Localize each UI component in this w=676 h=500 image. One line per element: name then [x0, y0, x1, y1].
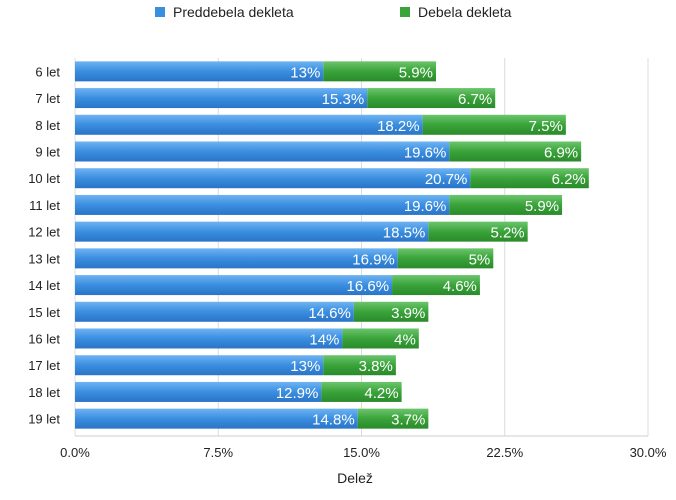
data-label: 6.7%	[458, 91, 492, 108]
x-tick-label: 22.5%	[486, 445, 523, 460]
bar-segment	[357, 408, 429, 429]
data-label: 19.6%	[404, 198, 447, 215]
y-axis: 6 let 7 let 8 let 9 let 10 let 11 let 12 let 13…	[28, 64, 60, 426]
bar-segment	[428, 221, 528, 242]
y-tick-label: 10 let	[28, 171, 60, 186]
y-tick-label: 11 let	[29, 198, 60, 213]
data-label: 14.8%	[312, 412, 355, 429]
data-label: 6.2%	[552, 171, 586, 188]
data-label: 13%	[290, 358, 320, 375]
bar-segment	[75, 248, 398, 269]
bar-segment	[75, 221, 429, 242]
bar-segment	[75, 61, 324, 82]
bar-segment	[75, 301, 354, 322]
y-tick-label: 18 let	[28, 385, 60, 400]
bar-segment	[392, 275, 480, 296]
data-label: 20.7%	[425, 171, 468, 188]
bar-segment	[321, 381, 402, 402]
bar-segment	[470, 168, 589, 189]
bar-segment	[367, 88, 496, 109]
bar-segment	[323, 355, 396, 376]
grid	[74, 58, 649, 436]
legend-swatch	[400, 7, 410, 17]
x-tick-label: 7.5%	[203, 445, 233, 460]
bar-segment	[353, 301, 429, 322]
bar-segment	[75, 275, 393, 296]
x-tick-label: 0.0%	[60, 445, 90, 460]
data-label: 14.6%	[308, 305, 351, 322]
legend: Preddebela dekleta Debela dekleta	[155, 4, 512, 20]
bar-segment	[75, 328, 343, 349]
data-label: 3.8%	[359, 358, 393, 375]
data-label: 5.9%	[525, 198, 559, 215]
y-tick-label: 7 let	[35, 91, 60, 106]
data-label: 7.5%	[529, 118, 563, 135]
bar-segment	[397, 248, 494, 269]
x-tick-label: 30.0%	[630, 445, 667, 460]
bar-segment	[342, 328, 419, 349]
y-tick-label: 17 let	[28, 358, 60, 373]
data-label: 6.9%	[544, 145, 578, 162]
data-label: 5.2%	[490, 225, 524, 242]
bar-segment	[75, 408, 358, 429]
y-tick-label: 13 let	[28, 251, 60, 266]
bar-segment	[75, 114, 423, 135]
bar-segment	[75, 168, 471, 189]
bar-segment	[75, 88, 368, 109]
y-tick-label: 8 let	[35, 118, 60, 133]
bars: 13% 5.9% 15.3% 6.7% 18.2% 7.5% 19.6% 6.9% 20.7% 6…	[75, 61, 589, 429]
bar-segment	[449, 141, 582, 162]
data-label: 18.2%	[377, 118, 420, 135]
bar-segment	[449, 194, 563, 215]
data-label: 15.3%	[322, 91, 365, 108]
legend-swatch	[155, 7, 165, 17]
y-tick-label: 6 let	[35, 64, 60, 79]
data-label: 16.9%	[352, 251, 395, 268]
data-label: 5.9%	[399, 64, 433, 81]
data-label: 5%	[469, 251, 491, 268]
data-label: 4.6%	[443, 278, 477, 295]
data-label: 3.9%	[391, 305, 425, 322]
x-axis-title: Delež	[337, 470, 373, 486]
data-label: 3.7%	[391, 412, 425, 429]
data-label: 12.9%	[276, 385, 319, 402]
y-tick-label: 16 let	[28, 332, 60, 347]
x-tick-label: 15.0%	[343, 445, 380, 460]
y-tick-label: 14 let	[28, 278, 60, 293]
x-axis: 0.0% 7.5% 15.0% 22.5% 30.0%	[60, 435, 667, 460]
data-label: 4%	[394, 332, 416, 349]
y-tick-label: 19 let	[28, 412, 60, 427]
bar-segment	[75, 194, 450, 215]
data-label: 13%	[290, 64, 320, 81]
legend-label: Debela dekleta	[418, 4, 512, 20]
y-tick-label: 9 let	[35, 145, 60, 160]
bar-segment	[323, 61, 436, 82]
data-label: 4.2%	[364, 385, 398, 402]
data-label: 14%	[309, 332, 339, 349]
data-label: 18.5%	[383, 225, 426, 242]
bar-segment	[422, 114, 566, 135]
bar-segment	[75, 141, 450, 162]
y-tick-label: 12 let	[28, 225, 60, 240]
legend-label: Preddebela dekleta	[173, 4, 294, 20]
y-tick-label: 15 let	[28, 305, 60, 320]
data-label: 16.6%	[347, 278, 390, 295]
bar-segment	[75, 355, 324, 376]
data-label: 19.6%	[404, 145, 447, 162]
bar-segment	[75, 381, 322, 402]
